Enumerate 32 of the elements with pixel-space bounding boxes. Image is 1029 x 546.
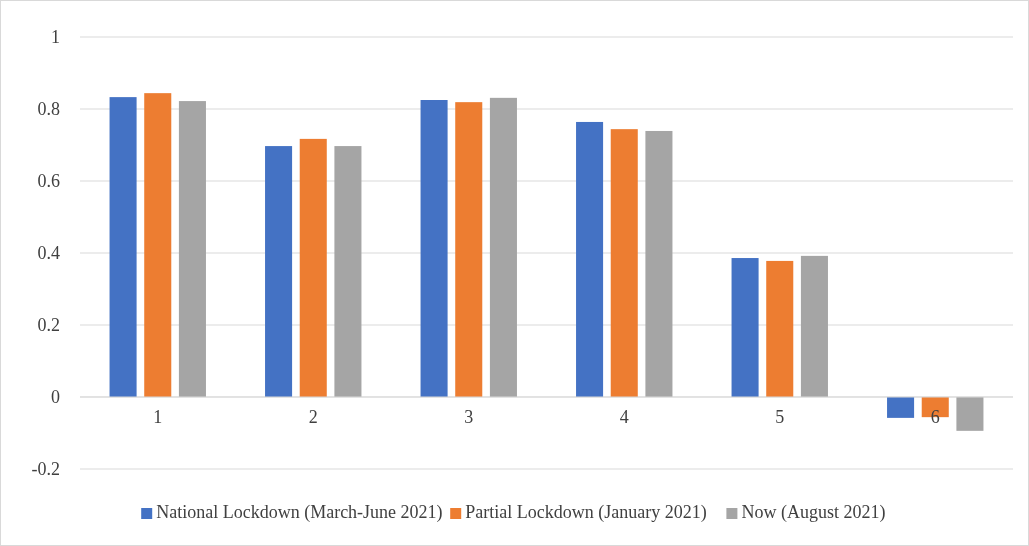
bar <box>109 97 137 397</box>
x-tick-label: 3 <box>464 407 474 427</box>
bar <box>334 146 362 397</box>
y-tick-label: 0.2 <box>37 315 60 336</box>
bar <box>731 258 759 397</box>
legend-label: Partial Lockdown (January 2021) <box>465 502 707 523</box>
bar <box>489 97 517 397</box>
x-tick-label: 1 <box>153 407 163 427</box>
bar <box>766 260 794 397</box>
bar <box>576 121 604 397</box>
bar <box>144 93 172 397</box>
x-tick-label: 4 <box>619 407 629 427</box>
bar <box>420 100 448 397</box>
y-tick-label: 0 <box>51 387 60 408</box>
y-tick-label: 0.6 <box>37 171 60 192</box>
bar <box>299 138 327 397</box>
bar <box>956 397 984 431</box>
bar <box>887 397 915 418</box>
x-tick-label: 2 <box>308 407 318 427</box>
y-tick-label: 1 <box>51 27 60 48</box>
bar <box>610 129 638 397</box>
bar <box>455 102 483 397</box>
y-tick-label: -0.2 <box>31 459 60 480</box>
bar <box>645 130 673 397</box>
x-tick-label: 5 <box>775 407 785 427</box>
legend-label: Now (August 2021) <box>741 502 886 523</box>
bar <box>800 255 828 397</box>
bar <box>265 146 293 397</box>
bar <box>178 101 206 397</box>
legend-label: National Lockdown (March-June 2021) <box>156 502 443 523</box>
y-tick-label: 0.8 <box>37 99 60 120</box>
y-tick-label: 0.4 <box>37 243 60 264</box>
